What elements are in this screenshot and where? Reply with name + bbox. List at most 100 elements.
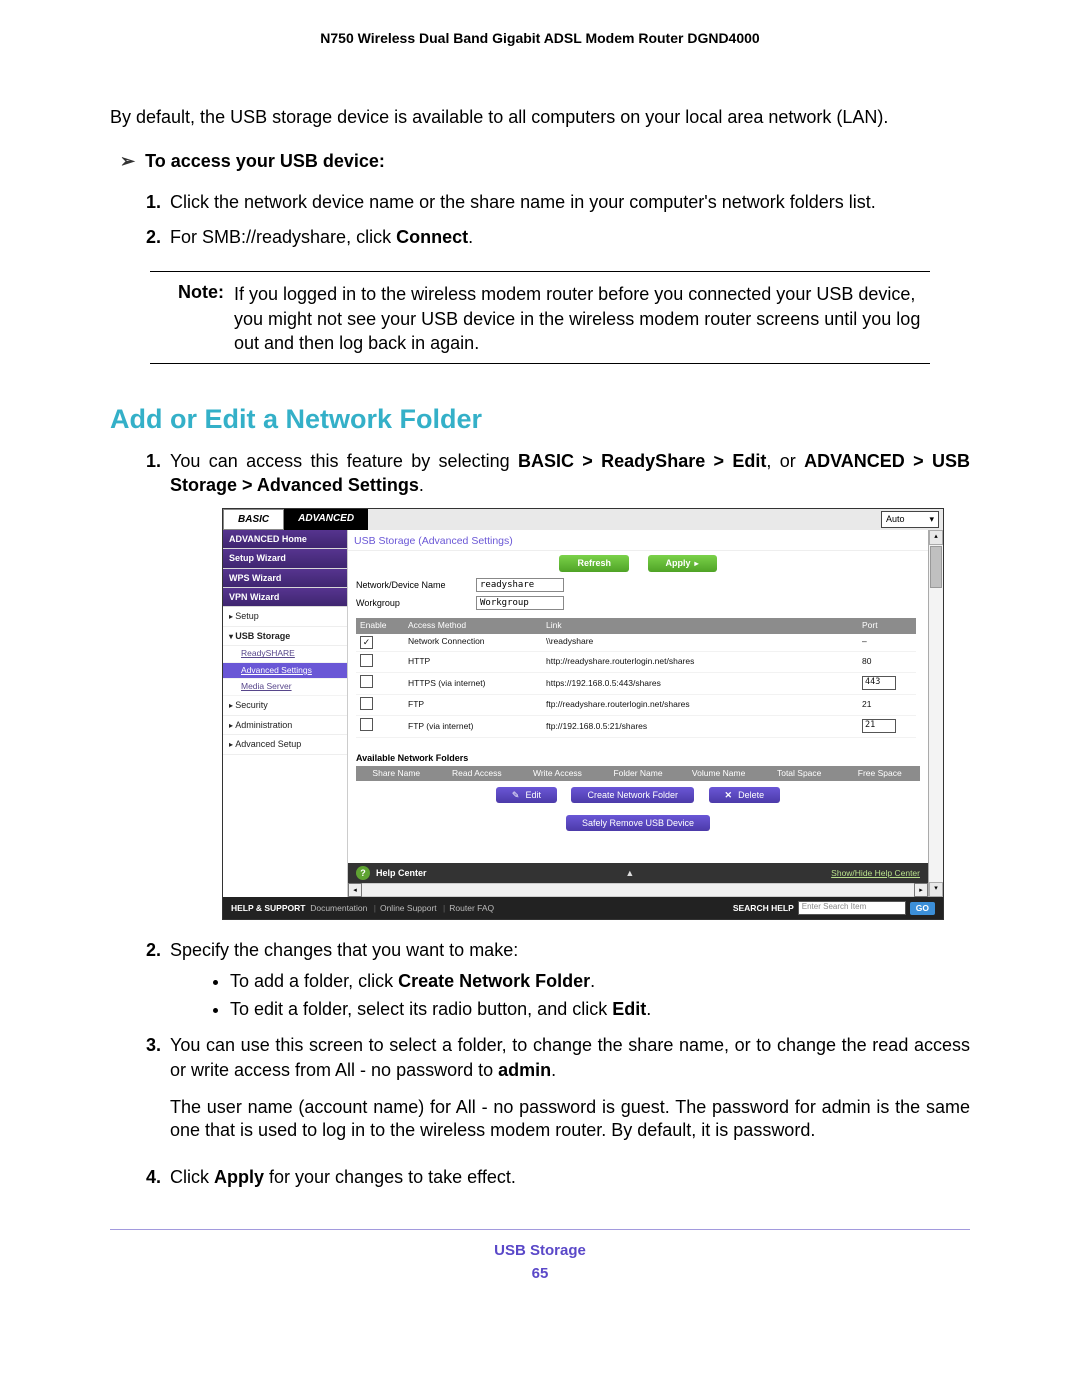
fh-6: Free Space bbox=[839, 766, 920, 781]
access-step-2b: Connect bbox=[396, 227, 468, 247]
support-faq[interactable]: Router FAQ bbox=[449, 903, 494, 913]
shot-tabbar: BASIC ADVANCED Auto ▾ bbox=[223, 509, 943, 531]
screenshot: BASIC ADVANCED Auto ▾ ADVANCED Home Setu… bbox=[222, 508, 970, 921]
refresh-button[interactable]: Refresh bbox=[559, 555, 629, 571]
th-enable: Enable bbox=[356, 618, 404, 633]
create-folder-button[interactable]: Create Network Folder bbox=[571, 787, 694, 803]
cell-link: \\readyshare bbox=[542, 634, 858, 652]
bullet-1: To add a folder, click Create Network Fo… bbox=[230, 969, 970, 993]
fh-1: Read Access bbox=[437, 766, 518, 781]
cell-method: FTP (via internet) bbox=[404, 716, 542, 737]
sidebar-sub-advsettings[interactable]: Advanced Settings bbox=[223, 663, 347, 679]
triangle-up-icon[interactable]: ▲ bbox=[427, 867, 832, 879]
checkbox[interactable] bbox=[360, 654, 373, 667]
wg-input[interactable]: Workgroup bbox=[476, 596, 564, 610]
bullet-2: To edit a folder, select its radio butto… bbox=[230, 997, 970, 1021]
scroll-down-icon[interactable]: ▾ bbox=[929, 882, 943, 897]
fh-0: Share Name bbox=[356, 766, 437, 781]
access-heading: To access your USB device: bbox=[120, 151, 970, 172]
checkbox[interactable]: ✓ bbox=[360, 636, 373, 649]
tab-advanced[interactable]: ADVANCED bbox=[284, 509, 368, 531]
sidebar-item-advhome[interactable]: ADVANCED Home bbox=[223, 530, 347, 549]
auto-select[interactable]: Auto ▾ bbox=[881, 511, 939, 529]
sidebar-item-setupwiz[interactable]: Setup Wizard bbox=[223, 549, 347, 568]
cell-link: ftp://192.168.0.5:21/shares bbox=[542, 716, 858, 737]
sidebar-item-vpnwiz[interactable]: VPN Wizard bbox=[223, 588, 347, 607]
cell-link: ftp://readyshare.routerlogin.net/shares bbox=[542, 694, 858, 715]
cell-method: Network Connection bbox=[404, 634, 542, 652]
support-docs[interactable]: Documentation bbox=[310, 903, 367, 913]
scroll-left-icon[interactable]: ◂ bbox=[348, 883, 362, 897]
main-title: USB Storage (Advanced Settings) bbox=[348, 530, 928, 551]
showhide-link[interactable]: Show/Hide Help Center bbox=[831, 868, 920, 879]
table-row: HTTPS (via internet) https://192.168.0.5… bbox=[356, 673, 916, 694]
s3a: You can use this screen to select a fold… bbox=[170, 1035, 970, 1079]
b2c: . bbox=[646, 999, 651, 1019]
access-table: Enable Access Method Link Port ✓ Network… bbox=[356, 618, 916, 737]
checkbox[interactable] bbox=[360, 675, 373, 688]
s3b: admin bbox=[498, 1060, 551, 1080]
cell-method: HTTP bbox=[404, 651, 542, 672]
port-input[interactable]: 443 bbox=[862, 676, 896, 690]
th-link: Link bbox=[542, 618, 858, 633]
scroll-up-icon[interactable]: ▴ bbox=[929, 530, 943, 545]
ndname-label: Network/Device Name bbox=[356, 579, 476, 591]
auto-select-label: Auto bbox=[886, 513, 905, 525]
apply-button[interactable]: Apply▸ bbox=[648, 555, 717, 572]
support-bar: HELP & SUPPORT Documentation |Online Sup… bbox=[223, 897, 943, 919]
cell-method: HTTPS (via internet) bbox=[404, 673, 542, 694]
access-step-2c: . bbox=[468, 227, 473, 247]
sidebar-item-security[interactable]: Security bbox=[223, 696, 347, 716]
go-button[interactable]: GO bbox=[910, 902, 935, 915]
sidebar-item-wpswiz[interactable]: WPS Wizard bbox=[223, 569, 347, 588]
delete-label: Delete bbox=[738, 790, 764, 800]
tab-basic[interactable]: BASIC bbox=[223, 509, 284, 531]
safely-remove-button[interactable]: Safely Remove USB Device bbox=[566, 815, 710, 831]
checkbox[interactable] bbox=[360, 697, 373, 710]
edit-button[interactable]: ✎Edit bbox=[496, 787, 557, 803]
search-input[interactable]: Enter Search Item bbox=[798, 901, 906, 915]
scroll-thumb[interactable] bbox=[930, 546, 942, 588]
port-input[interactable]: 21 bbox=[862, 719, 896, 733]
help-center-label: Help Center bbox=[376, 867, 427, 879]
fh-4: Volume Name bbox=[678, 766, 759, 781]
v-scrollbar[interactable]: ▴ ▾ bbox=[928, 530, 943, 897]
intro-text: By default, the USB storage device is av… bbox=[110, 106, 970, 129]
sidebar-item-usb[interactable]: USB Storage bbox=[223, 627, 347, 647]
scroll-right-icon[interactable]: ▸ bbox=[914, 883, 928, 897]
sec-step-3: You can use this screen to select a fold… bbox=[166, 1033, 970, 1142]
edit-label: Edit bbox=[525, 790, 541, 800]
note-block: Note: If you logged in to the wireless m… bbox=[150, 280, 930, 355]
ndname-input[interactable]: readyshare bbox=[476, 578, 564, 592]
access-step-2: For SMB://readyshare, click Connect. bbox=[166, 225, 970, 249]
fh-5: Total Space bbox=[759, 766, 840, 781]
h-scrollbar[interactable]: ◂ ▸ bbox=[348, 883, 928, 897]
checkbox[interactable] bbox=[360, 718, 373, 731]
support-online[interactable]: Online Support bbox=[380, 903, 437, 913]
footer-title: USB Storage bbox=[110, 1240, 970, 1263]
sidebar-item-advsetup[interactable]: Advanced Setup bbox=[223, 735, 347, 755]
help-icon[interactable]: ? bbox=[356, 866, 370, 880]
b1a: To add a folder, click bbox=[230, 971, 398, 991]
cell-link: https://192.168.0.5:443/shares bbox=[542, 673, 858, 694]
folder-header: Share Name Read Access Write Access Fold… bbox=[356, 766, 920, 781]
sec-step-1: You can access this feature by selecting… bbox=[166, 449, 970, 920]
s3c: . bbox=[551, 1060, 556, 1080]
sidebar-item-admin[interactable]: Administration bbox=[223, 716, 347, 736]
sidebar: ADVANCED Home Setup Wizard WPS Wizard VP… bbox=[223, 530, 348, 897]
support-label: HELP & SUPPORT bbox=[231, 903, 305, 913]
wg-label: Workgroup bbox=[356, 597, 476, 609]
b2b: Edit bbox=[612, 999, 646, 1019]
search-help-label: SEARCH HELP bbox=[733, 903, 794, 914]
delete-button[interactable]: ✕Delete bbox=[709, 787, 781, 803]
sidebar-sub-readyshare[interactable]: ReadySHARE bbox=[223, 646, 347, 662]
b2a: To edit a folder, select its radio butto… bbox=[230, 999, 612, 1019]
s1e: . bbox=[419, 475, 424, 495]
table-row: ✓ Network Connection \\readyshare – bbox=[356, 634, 916, 652]
doc-header: N750 Wireless Dual Band Gigabit ADSL Mod… bbox=[110, 30, 970, 46]
note-label: Note: bbox=[178, 282, 224, 302]
sidebar-sub-mediasrv[interactable]: Media Server bbox=[223, 679, 347, 695]
sidebar-item-setup[interactable]: Setup bbox=[223, 607, 347, 627]
note-rule-top bbox=[150, 271, 930, 272]
fh-3: Folder Name bbox=[598, 766, 679, 781]
